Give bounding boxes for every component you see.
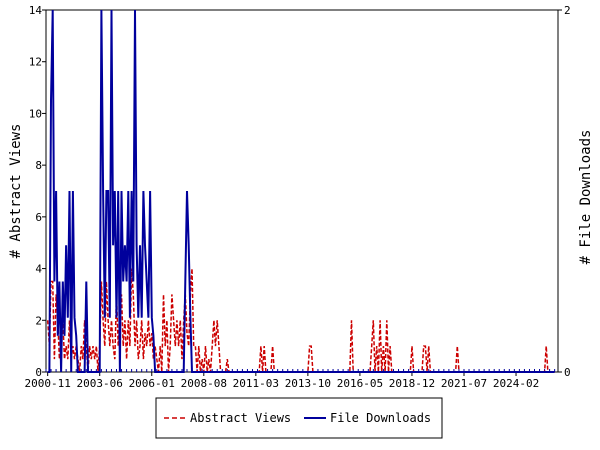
y-left-tick-label: 10 xyxy=(29,107,42,120)
x-tick-label: 2016-05 xyxy=(337,377,383,390)
y-axis-right-title: # File Downloads xyxy=(578,130,594,265)
legend-box xyxy=(155,397,443,439)
y-right-tick-label: 2 xyxy=(564,4,571,17)
y-left-tick-label: 0 xyxy=(35,366,42,379)
x-tick-label: 2008-08 xyxy=(181,377,227,390)
x-tick-label: 2000-11 xyxy=(24,377,70,390)
legend-label-abstract-views: Abstract Views xyxy=(190,411,291,425)
legend: Abstract Views File Downloads xyxy=(155,397,443,439)
y-axis-right: 02 xyxy=(558,4,571,379)
x-tick-label: 2021-07 xyxy=(441,377,487,390)
y-left-tick-label: 6 xyxy=(35,211,42,224)
series-layer xyxy=(46,9,555,373)
x-axis: 2000-11 2003-06 2006-01 2008-08 2011-03 2013-… xyxy=(24,369,556,390)
y-left-tick-label: 12 xyxy=(29,56,42,69)
x-tick-label: 2011-03 xyxy=(233,377,279,390)
x-tick-label: 2003-06 xyxy=(77,377,123,390)
legend-label-file-downloads: File Downloads xyxy=(330,411,431,425)
y-left-tick-label: 14 xyxy=(29,4,43,17)
y-left-tick-label: 2 xyxy=(35,314,42,327)
x-tick-label: 2018-12 xyxy=(389,377,435,390)
y-axis-left: 0 2 4 6 8 10 12 14 xyxy=(29,4,46,379)
y-axis-left-title: # Abstract Views xyxy=(8,124,24,259)
series-line-file-downloads xyxy=(47,9,555,373)
x-tick-label: 2006-01 xyxy=(129,377,175,390)
y-left-tick-label: 8 xyxy=(35,159,42,172)
x-tick-label: 2024-02 xyxy=(493,377,539,390)
y-left-tick-label: 4 xyxy=(35,263,42,276)
y-right-tick-label: 0 xyxy=(564,366,571,379)
x-tick-label: 2013-10 xyxy=(285,377,331,390)
